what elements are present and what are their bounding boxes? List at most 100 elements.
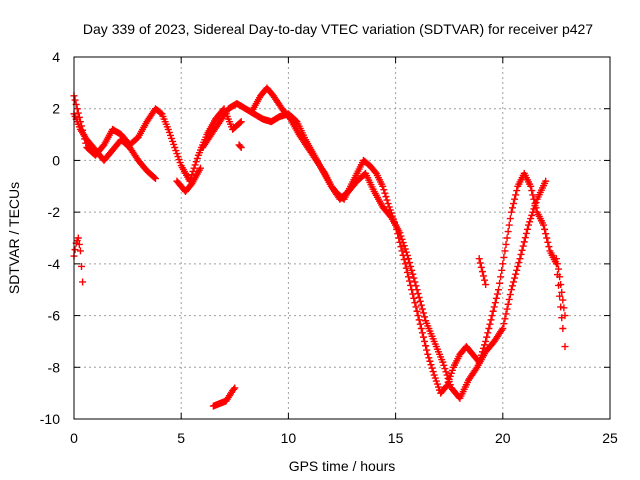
- data-point-marker: [399, 239, 407, 247]
- data-point-marker: [71, 96, 79, 104]
- data-point-marker: [493, 290, 501, 298]
- data-point-marker: [531, 202, 539, 210]
- data-point-marker: [519, 242, 527, 250]
- data-point-marker: [419, 309, 427, 317]
- data-point-marker: [230, 385, 238, 393]
- data-point-marker: [507, 208, 515, 216]
- data-point-marker: [440, 361, 448, 369]
- data-point-marker: [515, 259, 523, 267]
- data-point-marker: [503, 234, 511, 242]
- data-point-marker: [498, 326, 506, 334]
- data-point-marker: [486, 320, 494, 328]
- data-point-marker: [501, 315, 509, 323]
- data-point-marker: [71, 246, 79, 254]
- data-point-marker: [521, 234, 529, 242]
- data-point-marker: [528, 211, 536, 219]
- data-point-marker: [543, 234, 551, 242]
- data-point-marker: [379, 182, 387, 190]
- data-point-marker: [418, 305, 426, 313]
- points-layer: [70, 84, 569, 410]
- x-tick-label: 5: [177, 430, 185, 446]
- data-point-marker: [413, 286, 421, 294]
- x-tick-label: 25: [602, 430, 618, 446]
- data-point-marker: [418, 329, 426, 337]
- data-point-marker: [446, 381, 454, 389]
- data-point-marker: [441, 365, 449, 373]
- data-point-marker: [424, 350, 432, 358]
- data-point-marker: [383, 196, 391, 204]
- data-point-marker: [381, 189, 389, 197]
- data-point-marker: [561, 343, 569, 351]
- data-point-marker: [416, 320, 424, 328]
- data-point-marker: [561, 312, 569, 320]
- data-point-marker: [530, 205, 538, 213]
- data-point-marker: [192, 158, 200, 166]
- plot-frame: [73, 56, 611, 420]
- data-point-marker: [526, 218, 534, 226]
- data-point-marker: [504, 228, 512, 236]
- data-point-marker: [480, 272, 488, 280]
- data-point-marker: [408, 266, 416, 274]
- data-point-marker: [483, 333, 491, 341]
- data-point-marker: [488, 312, 496, 320]
- data-point-marker: [516, 255, 524, 263]
- data-point-marker: [402, 264, 410, 272]
- data-point-marker: [525, 221, 533, 229]
- data-point-marker: [492, 294, 500, 302]
- data-point-marker: [73, 105, 81, 113]
- data-point-marker: [503, 305, 511, 313]
- data-point-marker: [527, 182, 535, 190]
- data-point-marker: [506, 291, 514, 299]
- data-point-marker: [193, 154, 201, 162]
- data-point-marker: [231, 384, 239, 392]
- data-point-marker: [557, 303, 565, 311]
- y-tick-label: -8: [48, 359, 61, 375]
- data-point-marker: [490, 303, 498, 311]
- data-point-marker: [380, 186, 388, 194]
- data-point-marker: [413, 307, 421, 315]
- data-point-marker: [498, 266, 506, 274]
- data-point-marker: [504, 300, 512, 308]
- data-point-marker: [421, 313, 429, 321]
- data-point-marker: [542, 177, 550, 185]
- data-point-marker: [559, 296, 567, 304]
- data-point-marker: [445, 378, 453, 386]
- data-point-marker: [439, 358, 447, 366]
- data-point-marker: [196, 164, 204, 172]
- data-point-marker: [544, 238, 552, 246]
- data-point-marker: [74, 109, 82, 117]
- data-point-marker: [508, 282, 516, 290]
- data-point-marker: [482, 337, 490, 345]
- data-point-marker: [410, 294, 418, 302]
- data-point-marker: [529, 191, 537, 199]
- data-point-marker: [419, 333, 427, 341]
- data-point-marker: [522, 229, 530, 237]
- data-point-marker: [485, 325, 493, 332]
- data-point-marker: [191, 161, 199, 169]
- data-point-marker: [382, 193, 390, 201]
- data-point-marker: [421, 337, 429, 345]
- data-point-marker: [528, 187, 536, 195]
- data-point-marker: [444, 374, 452, 382]
- data-point-marker: [510, 278, 518, 286]
- data-point-marker: [75, 240, 83, 248]
- data-point-marker: [508, 204, 516, 212]
- data-point-marker: [499, 325, 507, 332]
- data-point-marker: [556, 292, 564, 300]
- data-point-marker: [514, 262, 522, 270]
- data-point-marker: [552, 255, 560, 263]
- data-point-marker: [495, 286, 503, 294]
- data-point-marker: [541, 225, 549, 233]
- data-point-marker: [502, 310, 510, 318]
- data-point-marker: [412, 303, 420, 311]
- data-point-marker: [150, 174, 158, 182]
- y-tick-label: 2: [52, 101, 60, 117]
- x-axis-label: GPS time / hours: [289, 458, 396, 474]
- data-point-marker: [484, 329, 492, 337]
- data-point-marker: [511, 274, 519, 282]
- y-tick-label: 0: [52, 152, 60, 168]
- axis-layer: 0 5 10 15 20 25 -10 -8 -6 -4 -2 0 2 4: [40, 49, 618, 446]
- data-point-marker: [560, 304, 568, 312]
- data-point-marker: [427, 361, 435, 369]
